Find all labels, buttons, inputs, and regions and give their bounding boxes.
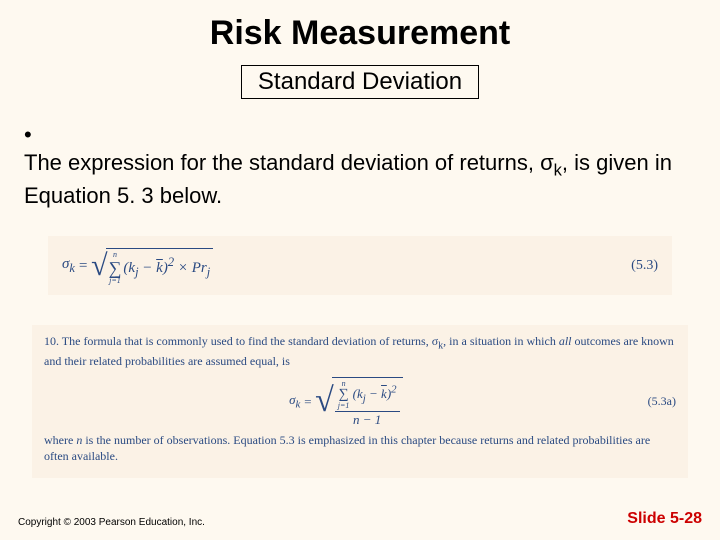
note-line1: 10. The formula that is commonly used to… [44,333,676,369]
eq2-frac-bot: n − 1 [353,412,381,426]
eq2-b2: − [366,386,381,401]
eq2-equals: = [303,393,312,411]
note-l1-pre: 10. The formula that is commonly used to… [44,334,438,348]
bullet-content: The expression for the standard deviatio… [24,149,672,210]
footnote-region: 10. The formula that is commonly used to… [32,325,688,478]
bullet-pre: The expression for the standard deviatio… [24,150,554,175]
eq1-kbar: k [156,260,163,276]
note-l1-mid: , in a situation in which [443,334,559,348]
eq1-sum: n ∑ j=1 [109,251,122,285]
page-title: Risk Measurement [0,0,720,53]
sigma-icon: ∑ [109,259,122,277]
eq1-b4: × Pr [174,260,207,276]
subtitle-box: Standard Deviation [241,65,479,99]
sigma-icon: ∑ [339,388,349,402]
eq2-denom-rest: − 1 [360,412,382,427]
bullet-sub: k [554,162,562,180]
eq1-equals: = [78,258,88,275]
equation-5-3-region: σk = √ n ∑ j=1 (kj − k)2 × Prj (5.3) [48,236,672,295]
eq2-sqrt: √ n ∑ j=1 (kj − k)2 [315,377,403,426]
eq1-b2: − [139,260,157,276]
equation-5-3a-row: σk = √ n ∑ j=1 (kj [44,377,676,426]
eq1-sum-bot: j=1 [109,277,121,285]
bullet-dot: • [24,121,44,149]
eq2-sum: n ∑ j=1 [338,380,350,410]
eq1-lhs: σk [62,256,75,276]
note-l2-post: is the number of observations. Equation … [44,433,650,463]
eq2-sqrt-content: n ∑ j=1 (kj − k)2 n − 1 [332,377,403,426]
eq1-b4-sub: j [207,265,210,279]
eq1-body: (kj − k)2 × Prj [123,255,210,280]
eq2-fraction: n ∑ j=1 (kj − k)2 n − 1 [335,380,400,426]
subtitle-container: Standard Deviation [0,65,720,99]
eq1-number: (5.3) [631,258,658,274]
eq1-sigma-sub: k [69,261,75,275]
eq2-b1: (k [353,386,363,401]
footer: Copyright © 2003 Pearson Education, Inc.… [18,510,702,528]
note-line2: where n is the number of observations. E… [44,432,676,464]
equation-5-3-formula: σk = √ n ∑ j=1 (kj − k)2 × Prj [62,248,213,285]
eq2-number: (5.3a) [648,393,676,409]
slide-number: Slide 5-28 [627,510,702,528]
eq2-lhs: σk [289,391,300,412]
equation-5-3-row: σk = √ n ∑ j=1 (kj − k)2 × Prj (5.3) [62,248,658,285]
eq2-sigma-sub: k [296,398,301,410]
eq2-b3-sup: 2 [391,384,396,396]
eq2-sum-bot: j=1 [338,402,350,410]
bullet-text: • The expression for the standard deviat… [24,121,696,210]
note-l2-pre: where [44,433,76,447]
eq1-sqrt-content: n ∑ j=1 (kj − k)2 × Prj [106,248,214,285]
equation-5-3a-formula: σk = √ n ∑ j=1 (kj [44,377,648,426]
note-l1-ital: all [559,334,572,348]
eq1-sqrt: √ n ∑ j=1 (kj − k)2 × Prj [91,248,213,285]
eq1-b1: (k [123,260,135,276]
eq2-frac-top: n ∑ j=1 (kj − k)2 [335,380,400,412]
copyright-text: Copyright © 2003 Pearson Education, Inc. [18,517,205,528]
